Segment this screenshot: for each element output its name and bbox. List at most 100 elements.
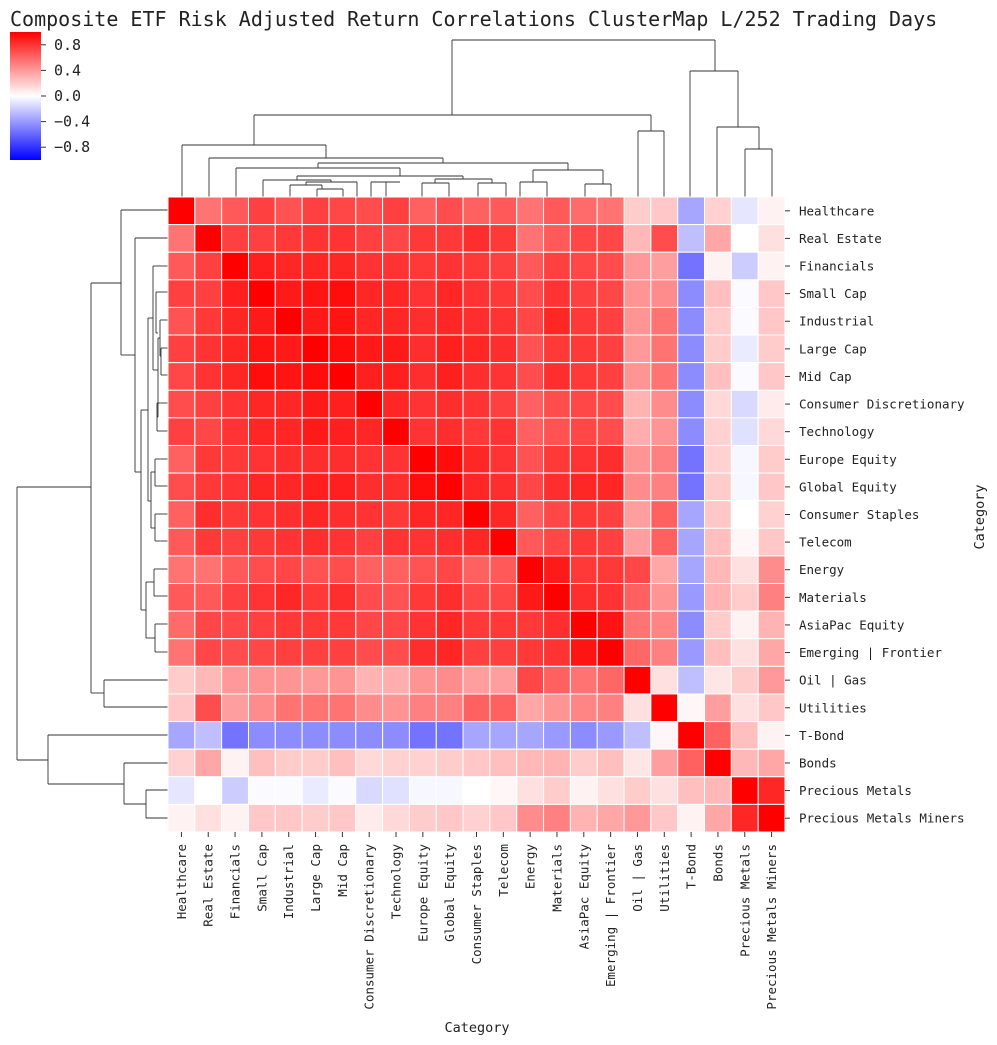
heatmap-cell [167,665,196,695]
heatmap-cell [677,610,706,640]
heatmap-cell [167,776,196,805]
heatmap-cell [435,583,464,612]
heatmap-cell [516,224,545,253]
heatmap-cell [247,196,276,226]
heatmap-cell [730,196,759,226]
heatmap-cell [543,500,571,529]
heatmap-cell [355,500,384,529]
heatmap-cell [301,665,330,695]
heatmap-cell [543,334,571,364]
heatmap-cell [543,638,571,667]
heatmap-cell [489,748,518,778]
heatmap-cell [730,251,759,281]
heatmap-cell [516,500,545,529]
heatmap-cell [301,555,330,585]
heatmap-cell [274,444,303,474]
heatmap-cell [489,389,518,419]
heatmap-cell [355,389,384,419]
heatmap-cell [382,555,410,585]
heatmap-cell [247,665,276,695]
heatmap-cell [596,803,625,833]
heatmap-cell [757,306,786,336]
heatmap-cell [623,251,652,281]
heatmap-cell [462,444,491,474]
heatmap-cell [730,527,759,557]
heatmap-cell [462,583,491,612]
heatmap-cell [408,444,437,474]
heatmap-cell [489,776,518,805]
x-tick-label: Consumer Discretionary [362,844,377,1010]
heatmap-cell [167,583,196,612]
heatmap-cell [328,500,357,529]
heatmap-cell [704,334,732,364]
heatmap-cell [408,279,437,308]
heatmap-cell [543,583,571,612]
heatmap-cell [194,500,223,529]
heatmap-cell [704,472,732,502]
heatmap-cell [462,721,491,750]
heatmap-cell [247,279,276,308]
heatmap-cell [301,417,330,446]
heatmap-cell [650,251,679,281]
heatmap-cell [757,444,786,474]
heatmap-cell [650,472,679,502]
heatmap-cell [596,251,625,281]
heatmap-cell [301,748,330,778]
heatmap-cell [596,610,625,640]
y-tick-label: Large Cap [799,341,867,356]
heatmap-cell [247,527,276,557]
heatmap-cell [596,500,625,529]
heatmap-cell [650,527,679,557]
heatmap-cell [382,776,410,805]
heatmap-cell [167,527,196,557]
heatmap-cell [274,224,303,253]
heatmap-cell [704,196,732,226]
heatmap-cell [462,251,491,281]
heatmap-cell [596,279,625,308]
heatmap-cell [757,279,786,308]
heatmap-cell [247,362,276,391]
heatmap-cell [623,665,652,695]
heatmap-cell [328,527,357,557]
heatmap-cell [623,279,652,308]
heatmap-cell [382,748,410,778]
heatmap-cell [435,776,464,805]
heatmap-cell [757,224,786,253]
heatmap-cell [704,721,732,750]
heatmap-cell [704,803,732,833]
heatmap-cell [757,472,786,502]
heatmap-cell [623,444,652,474]
x-tick-label: Energy [523,844,538,890]
heatmap-cell [623,803,652,833]
heatmap-cell [516,583,545,612]
y-tick-label: Oil | Gas [799,673,867,688]
heatmap-cell [328,251,357,281]
heatmap-cell [435,251,464,281]
heatmap-cell [328,417,357,446]
heatmap-cell [355,776,384,805]
heatmap-cell [408,251,437,281]
heatmap-cell [355,224,384,253]
heatmap-cell [408,721,437,750]
heatmap-cell [301,803,330,833]
heatmap-cell [623,610,652,640]
heatmap-cell [650,721,679,750]
heatmap-cell [516,776,545,805]
heatmap-cell [704,776,732,805]
heatmap-cell [355,527,384,557]
heatmap-cell [569,389,598,419]
heatmap-cell [489,224,518,253]
heatmap-cell [274,610,303,640]
heatmap-cell [516,334,545,364]
heatmap-cell [274,472,303,502]
heatmap-cell [167,306,196,336]
heatmap-cell [650,803,679,833]
heatmap-cell [757,527,786,557]
heatmap-cell [382,251,410,281]
y-tick-label: Consumer Staples [799,507,919,522]
heatmap-cell [462,306,491,336]
heatmap-cell [677,748,706,778]
heatmap-cell [435,279,464,308]
heatmap-cell [301,583,330,612]
